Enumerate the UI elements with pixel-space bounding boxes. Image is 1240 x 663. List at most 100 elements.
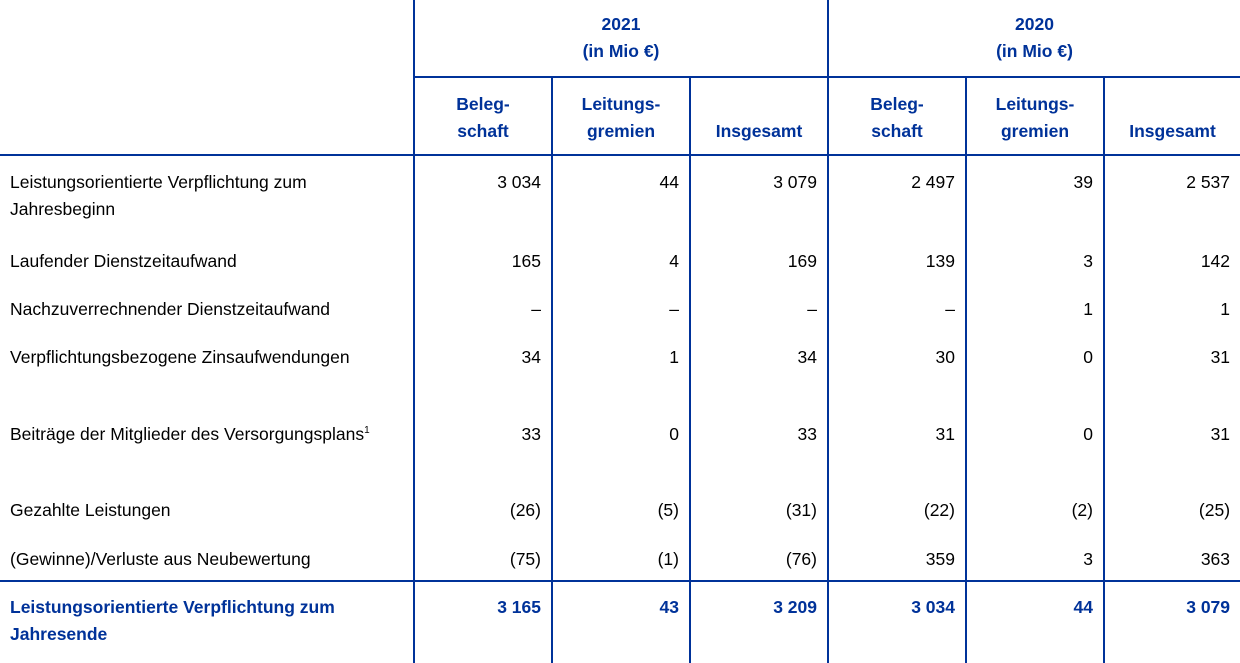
row-label-text: Gezahlte Leistungen xyxy=(10,500,171,520)
cell-value: 0 xyxy=(551,408,690,484)
row-label-text: Leistungsorientierte Verpflichtung zum J… xyxy=(10,172,307,219)
header-subcolumn: Insgesamt xyxy=(689,77,828,155)
row-label: Beiträge der Mitglieder des Versorgungsp… xyxy=(0,408,414,484)
table-row: Leistungsorientierte Verpflichtung zum J… xyxy=(0,155,1240,235)
cell-value: 30 xyxy=(827,331,966,408)
cell-value: 34 xyxy=(689,331,828,408)
cell-value: 169 xyxy=(689,235,828,283)
row-label-text: Laufender Dienstzeitaufwand xyxy=(10,251,237,271)
unit-label: (in Mio €) xyxy=(582,41,660,61)
subcolumn-line1: Leitungs- xyxy=(995,94,1075,114)
cell-value: – xyxy=(689,283,828,331)
cell-value: 31 xyxy=(1102,408,1240,484)
cell-value: 1 xyxy=(1102,283,1240,331)
header-row-columns: Beleg-schaft Leitungs-gremien Insgesamt Bel… xyxy=(0,77,1240,155)
cell-value: 3 079 xyxy=(689,155,828,235)
total-value: 3 079 xyxy=(1102,581,1240,663)
header-subcolumn: Beleg-schaft xyxy=(827,77,966,155)
total-row: Leistungsorientierte Verpflichtung zum J… xyxy=(0,581,1240,663)
row-label: Nachzuverrechnender Dienstzeitaufwand xyxy=(0,283,414,331)
header-subcolumn: Insgesamt xyxy=(1102,77,1240,155)
cell-value: 33 xyxy=(413,408,552,484)
subcolumn-line2: Insgesamt xyxy=(715,121,803,141)
cell-value: 139 xyxy=(827,235,966,283)
row-label-text: Nachzuverrechnender Dienstzeitaufwand xyxy=(10,299,331,319)
table-body: Leistungsorientierte Verpflichtung zum J… xyxy=(0,155,1240,663)
cell-value: 31 xyxy=(1102,331,1240,408)
row-label: Gezahlte Leistungen xyxy=(0,484,414,533)
total-value: 3 165 xyxy=(413,581,552,663)
cell-value: 363 xyxy=(1102,533,1240,581)
year-label: 2021 xyxy=(601,14,641,34)
cell-value: 4 xyxy=(551,235,690,283)
cell-value: 1 xyxy=(965,283,1104,331)
cell-value: 2 497 xyxy=(827,155,966,235)
header-row-years: 2021 (in Mio €) 2020 (in Mio €) xyxy=(0,0,1240,78)
cell-value: 3 xyxy=(965,533,1104,581)
total-value: 3 209 xyxy=(689,581,828,663)
subcolumn-line1: Leitungs- xyxy=(581,94,661,114)
subcolumn-line2: gremien xyxy=(1000,121,1070,141)
header-year-2021: 2021 (in Mio €) xyxy=(413,0,828,78)
header-subcolumn: Leitungs-gremien xyxy=(965,77,1104,155)
total-value: 44 xyxy=(965,581,1104,663)
cell-value: 44 xyxy=(551,155,690,235)
cell-value: 142 xyxy=(1102,235,1240,283)
subcolumn-line2: schaft xyxy=(871,121,923,141)
header-subcolumn: Beleg-schaft xyxy=(413,77,552,155)
cell-value: 0 xyxy=(965,408,1104,484)
row-label-text: Beiträge der Mitglieder des Versorgungsp… xyxy=(10,424,365,444)
total-value: 3 034 xyxy=(827,581,966,663)
header-year-2020: 2020 (in Mio €) xyxy=(826,0,1240,78)
cell-value: 0 xyxy=(965,331,1104,408)
row-label: (Gewinne)/Verluste aus Neubewertung xyxy=(0,533,414,581)
cell-value: 3 xyxy=(965,235,1104,283)
cell-value: 39 xyxy=(965,155,1104,235)
table-row: Beiträge der Mitglieder des Versorgungsp… xyxy=(0,408,1240,484)
total-label: Leistungsorientierte Verpflichtung zum J… xyxy=(10,597,335,644)
subcolumn-line2: gremien xyxy=(586,121,656,141)
cell-value: (22) xyxy=(827,484,966,533)
table-row: Gezahlte Leistungen (26) (5) (31) (22) (2) (25… xyxy=(0,484,1240,533)
subcolumn-line2: Insgesamt xyxy=(1129,121,1216,141)
row-label: Leistungsorientierte Verpflichtung zum J… xyxy=(0,155,414,235)
row-label-text: (Gewinne)/Verluste aus Neubewertung xyxy=(10,549,311,569)
cell-value: 2 537 xyxy=(1102,155,1240,235)
cell-value: 359 xyxy=(827,533,966,581)
cell-value: 33 xyxy=(689,408,828,484)
year-label: 2020 xyxy=(1015,14,1054,34)
cell-value: (1) xyxy=(551,533,690,581)
cell-value: 31 xyxy=(827,408,966,484)
cell-value: (5) xyxy=(551,484,690,533)
cell-value: – xyxy=(413,283,552,331)
cell-value: (76) xyxy=(689,533,828,581)
cell-value: (2) xyxy=(965,484,1104,533)
subcolumn-line1: Beleg- xyxy=(870,94,924,114)
cell-value: – xyxy=(551,283,690,331)
row-label: Verpflichtungsbezogene Zinsaufwendungen xyxy=(0,331,414,408)
header-subcolumn: Leitungs-gremien xyxy=(551,77,690,155)
cell-value: (31) xyxy=(689,484,828,533)
total-value: 43 xyxy=(551,581,690,663)
table-row: Laufender Dienstzeitaufwand 165 4 169 139 3 14… xyxy=(0,235,1240,283)
header-empty xyxy=(0,0,414,77)
cell-value: (75) xyxy=(413,533,552,581)
table-row: Verpflichtungsbezogene Zinsaufwendungen 3… xyxy=(0,331,1240,408)
cell-value: (25) xyxy=(1102,484,1240,533)
cell-value: (26) xyxy=(413,484,552,533)
row-label: Laufender Dienstzeitaufwand xyxy=(0,235,414,283)
cell-value: 34 xyxy=(413,331,552,408)
footnote-marker: 1 xyxy=(364,425,370,437)
cell-value: 1 xyxy=(551,331,690,408)
table-row: (Gewinne)/Verluste aus Neubewertung (75)(… xyxy=(0,533,1240,581)
header-empty xyxy=(0,77,414,155)
subcolumn-line1: Beleg- xyxy=(456,94,510,114)
cell-value: – xyxy=(827,283,966,331)
cell-value: 165 xyxy=(413,235,552,283)
table-row: Nachzuverrechnender Dienstzeitaufwand – – –… xyxy=(0,283,1240,331)
row-label-text: Verpflichtungsbezogene Zinsaufwendungen xyxy=(10,347,350,367)
cell-value: 3 034 xyxy=(413,155,552,235)
unit-label: (in Mio €) xyxy=(996,41,1073,61)
subcolumn-line2: schaft xyxy=(457,121,509,141)
